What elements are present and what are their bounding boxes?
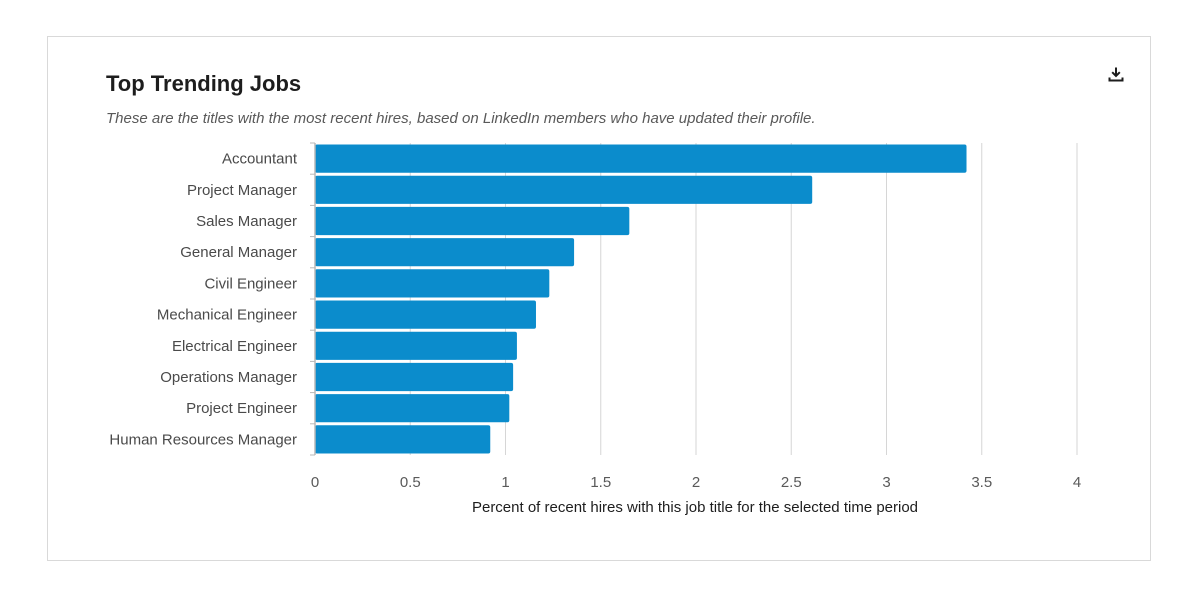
x-tick-label: 2.5 (781, 474, 802, 491)
category-labels: Accountant Project Manager Sales Manager Ge… (109, 151, 297, 449)
x-tick-label: 3 (882, 474, 890, 491)
bar[interactable] (315, 238, 575, 267)
category-label: General Manager (180, 244, 297, 261)
category-label: Operations Manager (160, 369, 297, 386)
category-label: Mechanical Engineer (157, 307, 297, 324)
bar[interactable] (315, 425, 491, 454)
category-label: Accountant (222, 151, 298, 168)
x-tick-label: 2 (692, 474, 700, 491)
x-tick-label: 0 (311, 474, 319, 491)
x-tick-label: 1.5 (590, 474, 611, 491)
chart-subtitle: These are the titles with the most recen… (106, 110, 816, 127)
chart-card: Top Trending Jobs These are the titles w… (47, 36, 1151, 561)
bars (315, 144, 967, 454)
x-tick-label: 0.5 (400, 474, 421, 491)
bar[interactable] (315, 362, 514, 392)
chart-title: Top Trending Jobs (106, 71, 302, 96)
bar[interactable] (315, 175, 813, 204)
bar[interactable] (315, 269, 550, 298)
x-axis-title: Percent of recent hires with this job ti… (472, 499, 918, 516)
x-tick-labels: 0 0.5 1 1.5 2 2.5 3 3.5 4 (311, 474, 1081, 491)
category-label: Human Resources Manager (109, 431, 297, 448)
category-label: Project Manager (187, 182, 297, 199)
category-label: Civil Engineer (204, 275, 297, 292)
category-label: Sales Manager (196, 213, 297, 230)
bar[interactable] (315, 300, 536, 329)
x-tick-label: 3.5 (971, 474, 992, 491)
bar[interactable] (315, 206, 630, 236)
download-icon[interactable] (1105, 63, 1127, 85)
bar[interactable] (315, 331, 517, 360)
x-tick-label: 4 (1073, 474, 1081, 491)
category-label: Project Engineer (186, 400, 297, 417)
bar[interactable] (315, 394, 510, 423)
y-axis (310, 142, 316, 456)
x-tick-label: 1 (501, 474, 509, 491)
bar[interactable] (315, 144, 967, 173)
category-label: Electrical Engineer (172, 338, 297, 355)
